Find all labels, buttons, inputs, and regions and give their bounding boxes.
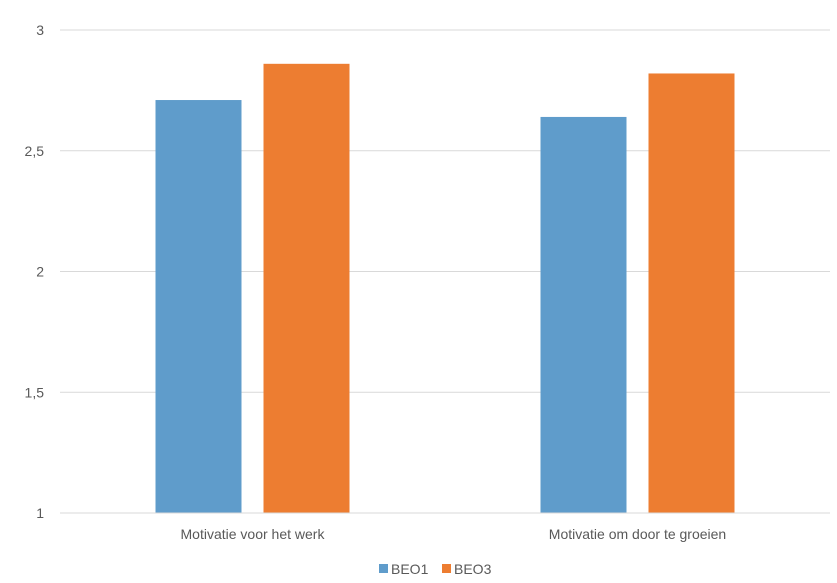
legend-swatch-beo1 (379, 564, 388, 573)
bar-beo3-1 (263, 63, 350, 514)
legend-label-beo1: BEO1 (391, 561, 429, 577)
bar-beo1-2 (540, 116, 627, 513)
bar-beo3-2 (648, 73, 735, 513)
legend: BEO1 BEO3 (379, 561, 492, 577)
y-tick-label: 1 (36, 505, 44, 521)
x-axis-categories: Motivatie voor het werk Motivatie om door… (181, 526, 727, 542)
y-tick-label: 3 (36, 22, 44, 38)
bars (155, 63, 735, 514)
y-axis-ticks: 1 1,5 2 2,5 3 (25, 22, 45, 521)
legend-swatch-beo3 (442, 564, 451, 573)
x-category-label: Motivatie om door te groeien (549, 526, 726, 542)
legend-label-beo3: BEO3 (454, 561, 492, 577)
bar-beo1-1 (155, 100, 242, 513)
y-tick-label: 2 (36, 264, 44, 280)
y-tick-label: 2,5 (25, 143, 45, 159)
y-tick-label: 1,5 (25, 384, 45, 400)
x-category-label: Motivatie voor het werk (181, 526, 326, 542)
